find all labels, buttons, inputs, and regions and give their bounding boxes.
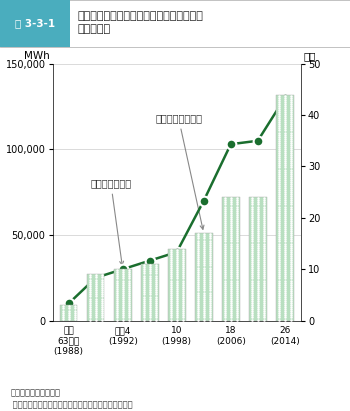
Text: 地区数（右目盛）: 地区数（右目盛） (155, 113, 204, 229)
Bar (222, 197, 239, 321)
Text: 資料：農林水産省調べ
 注：農業農村整備事業等により整備された地区を対象: 資料：農林水産省調べ 注：農業農村整備事業等により整備された地区を対象 (10, 388, 133, 409)
Text: 小水力発電地区数及び年間発電可能量の推
移（累計）: 小水力発電地区数及び年間発電可能量の推 移（累計） (77, 12, 203, 34)
Text: 年間発電可能量: 年間発電可能量 (90, 179, 132, 265)
FancyBboxPatch shape (0, 0, 350, 47)
Bar (276, 95, 294, 321)
Text: MWh: MWh (24, 51, 50, 61)
Bar (60, 305, 77, 321)
Bar (168, 249, 186, 321)
FancyBboxPatch shape (0, 0, 70, 47)
Bar (141, 264, 159, 321)
Text: 地区: 地区 (303, 51, 316, 61)
Text: 図 3-3-1: 図 3-3-1 (15, 18, 55, 28)
Bar (249, 197, 267, 321)
Bar (195, 233, 212, 321)
Bar (87, 275, 105, 321)
Bar (114, 269, 132, 321)
